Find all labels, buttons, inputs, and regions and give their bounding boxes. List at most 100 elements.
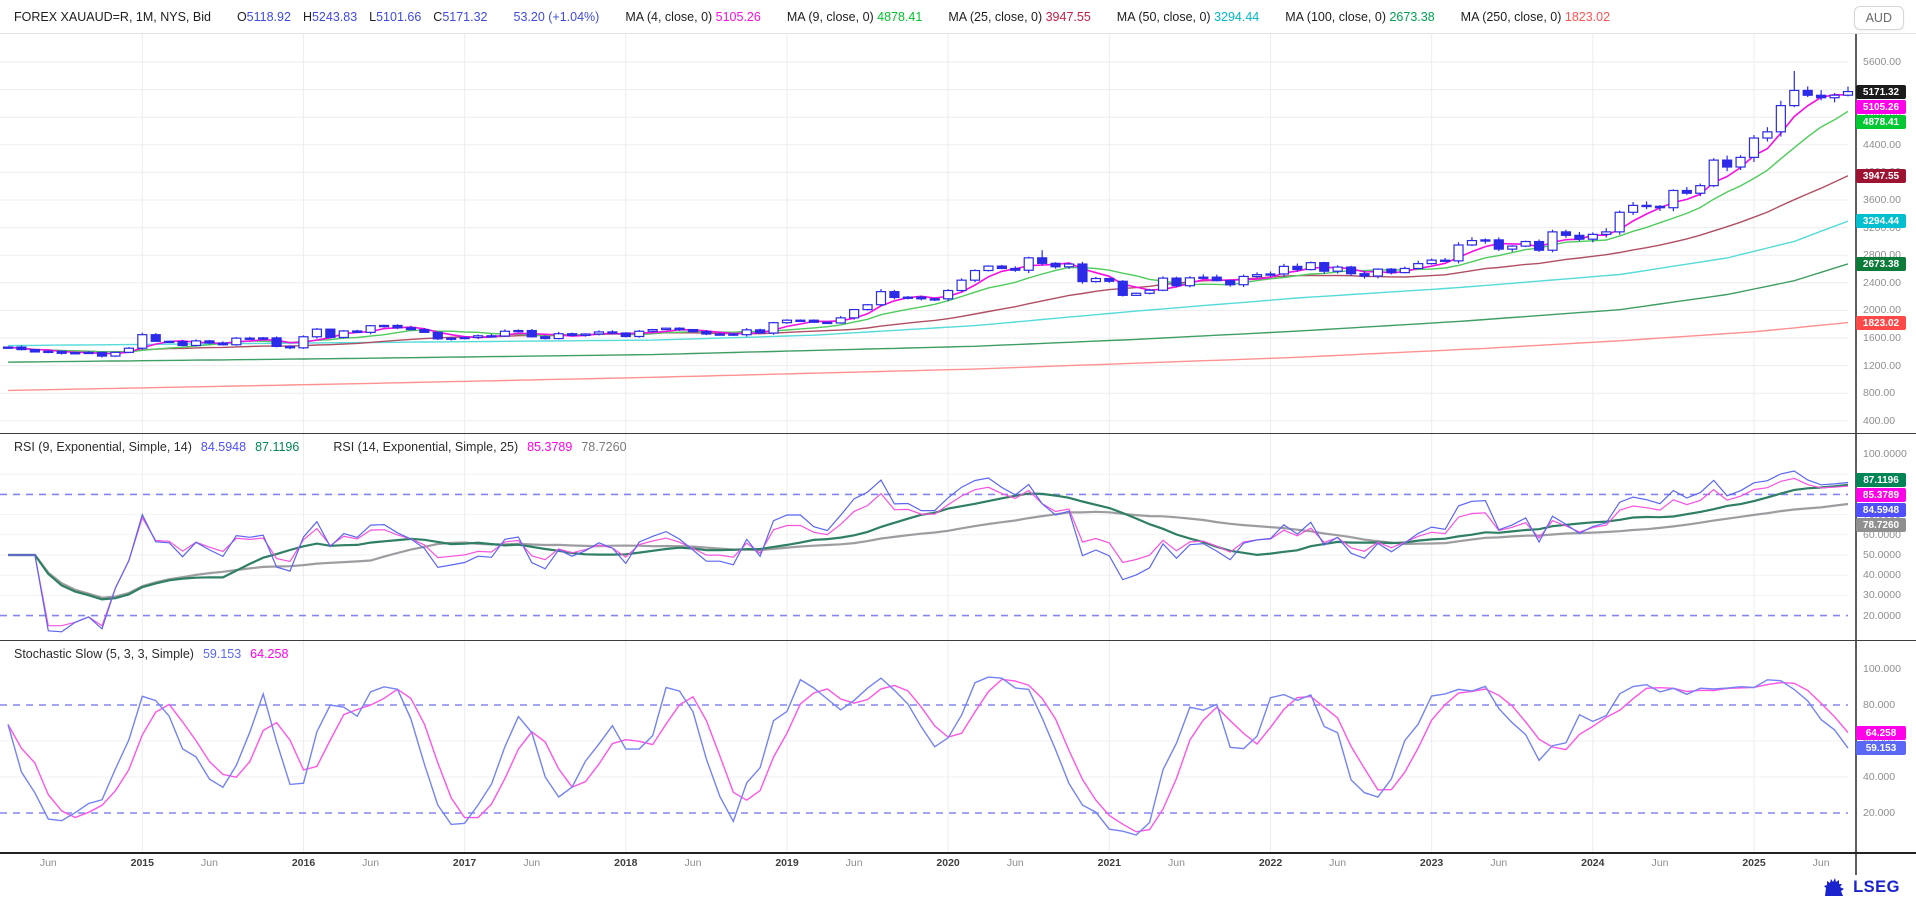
candle — [43, 350, 54, 354]
candle — [714, 333, 725, 336]
candle — [929, 298, 940, 301]
x-axis-tick: Jun — [684, 857, 702, 869]
candle — [83, 351, 94, 355]
candle — [1292, 265, 1303, 271]
candle — [365, 325, 376, 333]
price-panel-canvas[interactable] — [0, 33, 1916, 433]
rsi-title: RSI (9, Exponential, Simple, 14) 84.5948 8… — [14, 440, 627, 454]
ma-legend: MA (9, close, 0) 4878.41 — [786, 9, 923, 24]
candle — [1453, 244, 1464, 262]
y-axis-tick: 3600.00 — [1863, 194, 1901, 206]
series-line — [7, 93, 1849, 355]
ma-legend: MA (100, close, 0) 2673.38 — [1285, 9, 1435, 24]
candle — [56, 350, 67, 354]
indicator-label: RSI (14, Exponential, Simple, 25) — [333, 440, 519, 454]
candle — [1493, 239, 1504, 250]
series-line — [7, 676, 1849, 836]
candle — [284, 345, 296, 349]
candle — [1251, 274, 1263, 278]
series-line — [8, 477, 1849, 627]
candle — [1587, 233, 1598, 240]
x-axis-tick: Jun — [1329, 857, 1347, 869]
candle — [123, 347, 134, 353]
candle — [378, 324, 390, 328]
price-badge: 5171.32 — [1856, 84, 1906, 99]
series-line — [7, 110, 1849, 353]
candle — [472, 335, 484, 339]
candle — [1695, 185, 1706, 194]
candle — [1708, 159, 1719, 187]
candle — [96, 351, 108, 357]
candle — [969, 269, 981, 281]
ma-legend: MA (250, close, 0) 1823.02 — [1460, 9, 1611, 24]
x-axis-tick: 2025 — [1742, 857, 1766, 869]
ohlc-item: O5118.92 — [236, 9, 291, 24]
candle — [1319, 262, 1330, 272]
header-divider — [0, 33, 1916, 34]
candle — [1802, 89, 1813, 96]
candle — [701, 331, 712, 335]
series-line — [7, 263, 1849, 363]
indicator-value: 78.7260 — [581, 440, 627, 454]
candle — [1426, 259, 1437, 265]
panel-divider — [0, 433, 1916, 434]
candle — [916, 296, 927, 300]
candle — [513, 329, 524, 333]
candle — [647, 328, 658, 332]
x-axis-tick: 2018 — [614, 857, 638, 869]
x-axis-tick: Jun — [1006, 857, 1024, 869]
series-line — [8, 483, 1849, 601]
candle — [1775, 105, 1786, 133]
candle — [1077, 263, 1088, 283]
y-axis-line — [1855, 33, 1857, 875]
candle — [1171, 277, 1182, 287]
candle — [1117, 280, 1128, 296]
y-axis-tick: 100.000 — [1863, 663, 1901, 675]
candle — [795, 319, 806, 322]
y-axis-tick: 20.0000 — [1863, 609, 1901, 622]
x-axis-tick: 2023 — [1419, 857, 1444, 869]
candle — [607, 331, 618, 334]
candle — [486, 335, 497, 338]
candle — [956, 279, 967, 292]
candle — [1628, 204, 1639, 213]
candle — [1372, 268, 1384, 277]
x-axis-tick: Jun — [201, 857, 218, 869]
candle — [755, 329, 766, 334]
lion-emblem-icon — [1824, 878, 1845, 896]
y-axis-tick: 80.000 — [1863, 699, 1896, 711]
candle — [1225, 279, 1236, 286]
candle — [446, 337, 457, 340]
candle — [338, 330, 349, 339]
candle — [1507, 245, 1518, 250]
candle — [1023, 257, 1034, 271]
series-line — [7, 175, 1849, 353]
candle — [1641, 204, 1652, 208]
candle — [204, 340, 215, 344]
x-axis-tick: 2024 — [1581, 857, 1605, 869]
y-axis-tick: 40.0000 — [1863, 569, 1901, 582]
rsi-panel-canvas[interactable] — [0, 433, 1916, 640]
candle — [1601, 231, 1612, 235]
price-badge: 87.1196 — [1856, 473, 1906, 488]
candle — [419, 328, 430, 333]
candle — [1748, 137, 1760, 158]
candle — [1278, 265, 1290, 275]
candle — [70, 352, 81, 355]
y-axis-tick: 4400.00 — [1863, 138, 1901, 151]
candle — [459, 336, 470, 340]
y-axis-tick: 5600.00 — [1863, 56, 1901, 68]
x-axis-tick: 2016 — [291, 857, 316, 869]
x-axis-tick: 2017 — [452, 857, 477, 869]
candle — [687, 328, 699, 333]
candle — [2, 346, 14, 349]
candle — [566, 333, 578, 336]
axis-currency-button[interactable]: AUD — [1853, 6, 1904, 30]
candle — [298, 336, 309, 349]
x-axis-tick: Jun — [1168, 857, 1185, 869]
stochastic-panel-canvas[interactable] — [0, 640, 1916, 852]
candle — [593, 331, 605, 335]
candle — [849, 308, 860, 319]
panel-divider — [0, 640, 1916, 641]
